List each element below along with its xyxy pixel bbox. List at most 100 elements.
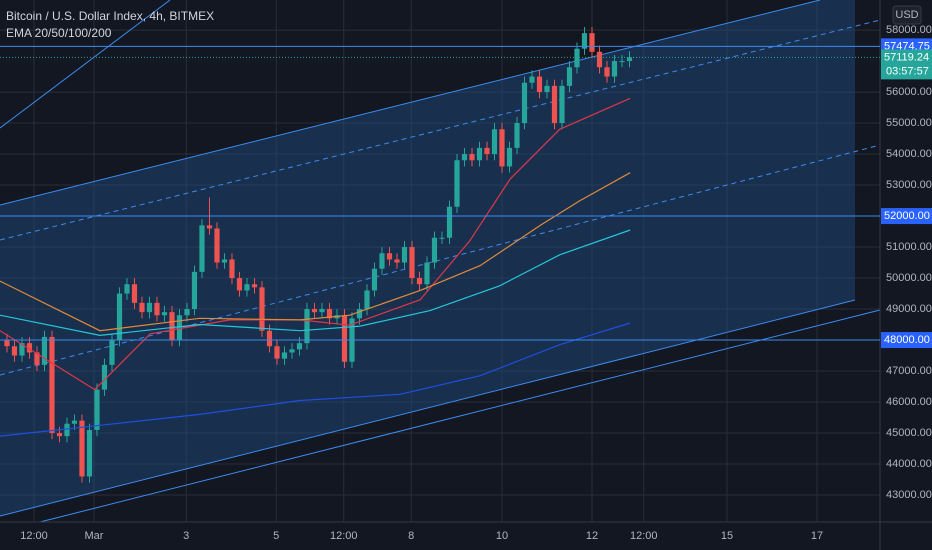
- candle-body: [356, 309, 363, 319]
- channel-line: [39, 309, 881, 523]
- candle-body: [341, 315, 348, 362]
- last-price-label: 57119.24: [884, 51, 929, 63]
- candle-body: [311, 309, 318, 313]
- currency-label: USD: [895, 9, 918, 21]
- candle-body: [364, 290, 370, 310]
- y-tick-label: 54000.00: [886, 148, 932, 160]
- candle-body: [266, 330, 273, 347]
- candle-body: [191, 271, 198, 310]
- candle-body: [529, 76, 535, 83]
- candle-body: [446, 206, 453, 238]
- level-label: 57474.75: [884, 40, 930, 52]
- x-tick-label: 12:00: [330, 530, 358, 542]
- y-tick-label: 50000.00: [886, 272, 932, 284]
- candle-body: [214, 228, 220, 263]
- grid: [0, 0, 880, 522]
- x-tick-label: 17: [811, 530, 823, 542]
- channel-fill: [0, 0, 855, 516]
- candle-body: [244, 284, 250, 291]
- candle-body: [296, 343, 303, 350]
- candle-body: [116, 293, 123, 341]
- y-tick-label: 58000.00: [886, 24, 932, 36]
- candle-body: [184, 309, 190, 316]
- candle-body: [11, 346, 18, 356]
- candle-body: [26, 343, 33, 353]
- candle-body: [176, 315, 183, 341]
- candle-body: [236, 278, 243, 291]
- ema-line: [0, 229, 631, 337]
- candle-body: [319, 309, 325, 313]
- candle-body: [86, 429, 93, 477]
- candle-body: [566, 67, 573, 86]
- candle-body: [326, 309, 333, 319]
- candle-body: [131, 284, 138, 303]
- x-tick-label: 10: [496, 530, 508, 542]
- ema-line: [0, 172, 631, 332]
- x-tick-label: 3: [183, 530, 189, 542]
- channel-line: [0, 299, 856, 517]
- level-label: 48000.00: [884, 334, 930, 346]
- candle-body: [154, 302, 160, 316]
- candle-body: [79, 420, 85, 477]
- y-tick-label: 53000.00: [886, 179, 932, 191]
- candle-body: [559, 85, 565, 124]
- y-tick-label: 45000.00: [886, 427, 932, 439]
- x-tick-label: 15: [721, 530, 733, 542]
- y-tick-label: 43000.00: [886, 489, 932, 501]
- level-label-box: [881, 208, 932, 225]
- ema-line: [0, 97, 631, 391]
- candle-body: [101, 364, 108, 390]
- last-price-box: [881, 49, 932, 80]
- candle-body: [64, 423, 70, 437]
- candle-body: [596, 51, 603, 68]
- candle-body: [94, 389, 100, 430]
- indicator-label: EMA 20/50/100/200: [6, 26, 112, 40]
- candle-body: [56, 433, 63, 437]
- candle-body: [221, 259, 228, 263]
- y-tick-label: 55000.00: [886, 117, 932, 129]
- level-label: 52000.00: [884, 210, 930, 222]
- candle-body: [604, 67, 610, 77]
- candle-body: [274, 346, 280, 359]
- candle-body: [491, 129, 498, 155]
- candle-body: [4, 340, 10, 347]
- candle-body: [229, 259, 235, 279]
- candle-body: [124, 284, 130, 294]
- candle-body: [424, 262, 430, 285]
- candle-body: [371, 268, 378, 291]
- countdown-label: 03:57:57: [886, 65, 929, 77]
- candle-body: [49, 336, 55, 434]
- channel-line: [0, 0, 821, 206]
- y-tick-label: 44000.00: [886, 458, 932, 470]
- candle-body: [551, 85, 558, 124]
- candle-body: [626, 57, 633, 62]
- candle-body: [109, 340, 115, 365]
- candle-body: [544, 85, 550, 93]
- candle-body: [469, 154, 475, 161]
- candle-body: [454, 160, 460, 207]
- x-tick-label: 12:00: [20, 530, 48, 542]
- chart-title: Bitcoin / U.S. Dollar Index, 4h, BITMEX: [6, 9, 214, 23]
- candle-body: [281, 352, 288, 359]
- y-tick-label: 56000.00: [886, 86, 932, 98]
- x-tick-label: 12:00: [630, 530, 658, 542]
- x-tick-label: 12: [586, 530, 598, 542]
- candle-body: [379, 253, 385, 269]
- channel-line: [0, 144, 881, 376]
- candle-body: [439, 237, 445, 239]
- candle-body: [476, 147, 483, 161]
- x-tick-label: 5: [273, 530, 279, 542]
- candle-body: [34, 352, 40, 365]
- candle-body: [484, 147, 490, 155]
- candle-body: [386, 253, 393, 260]
- candle-body: [416, 278, 423, 285]
- candle-body: [581, 33, 588, 49]
- candle-body: [589, 33, 595, 52]
- candle-body: [409, 247, 415, 279]
- candle-body: [394, 259, 400, 263]
- x-tick-label: Mar: [85, 530, 104, 542]
- y-tick-label: 46000.00: [886, 396, 932, 408]
- candle-body: [304, 309, 310, 344]
- candle-body: [251, 284, 258, 288]
